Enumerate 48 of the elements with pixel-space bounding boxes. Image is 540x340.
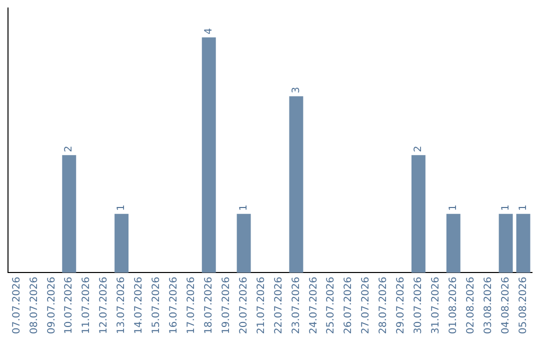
x-tick-label: 26.07.2026: [343, 276, 354, 334]
data-label: 1: [116, 204, 128, 211]
x-tick-label: 25.07.2026: [326, 276, 337, 334]
data-label: 4: [203, 28, 214, 34]
x-tick-label: 23.07.2026: [290, 276, 302, 334]
x-tick-label: 21.07.2026: [256, 276, 267, 334]
bar: [114, 214, 129, 273]
x-tick-label: 12.07.2026: [98, 276, 110, 334]
x-tick-label: 14.07.2026: [134, 276, 145, 334]
data-label: 1: [238, 204, 250, 211]
bar: [289, 96, 304, 273]
data-label: 2: [64, 146, 75, 152]
data-label: 1: [448, 204, 459, 211]
x-tick-label: 01.08.2026: [448, 276, 459, 334]
x-tick-label: 03.08.2026: [482, 276, 494, 334]
x-tick-label: 11.07.2026: [81, 276, 92, 334]
bar: [202, 37, 216, 273]
x-tick-label: 15.07.2026: [151, 276, 162, 334]
x-tick-label: 27.07.2026: [360, 276, 372, 334]
bar: [411, 155, 426, 273]
x-tick-label: 09.07.2026: [46, 276, 58, 334]
x-tick-label: 02.08.2026: [465, 276, 476, 334]
bar: [446, 214, 460, 273]
bar: [62, 155, 76, 273]
x-tick-label: 04.08.2026: [500, 276, 512, 334]
x-tick-label: 28.07.2026: [378, 276, 390, 334]
x-tick-label: 19.07.2026: [220, 276, 232, 334]
x-tick-label: 24.07.2026: [308, 276, 320, 334]
data-label: 2: [413, 146, 424, 152]
data-label: 1: [500, 204, 512, 211]
bar: [498, 214, 513, 273]
bar: [236, 214, 251, 273]
x-tick-label: 13.07.2026: [116, 276, 128, 334]
data-label: 3: [290, 86, 302, 94]
data-label: 1: [518, 204, 529, 211]
x-tick-label: 08.07.2026: [28, 276, 40, 334]
x-tick-label: 22.07.2026: [273, 276, 284, 334]
x-tick-label: 31.07.2026: [430, 276, 442, 334]
x-tick-label: 07.07.2026: [11, 276, 22, 334]
x-tick-label: 20.07.2026: [238, 276, 250, 334]
x-tick-label: 17.07.2026: [186, 276, 197, 334]
x-tick-label: 16.07.2026: [168, 276, 180, 334]
x-tick-label: 29.07.2026: [396, 276, 407, 334]
x-tick-label: 10.07.2026: [64, 276, 75, 334]
x-tick-label: 30.07.2026: [413, 276, 424, 334]
x-tick-label: 05.08.2026: [518, 276, 529, 334]
x-tick-label: 18.07.2026: [203, 276, 214, 334]
bar: [516, 214, 530, 273]
